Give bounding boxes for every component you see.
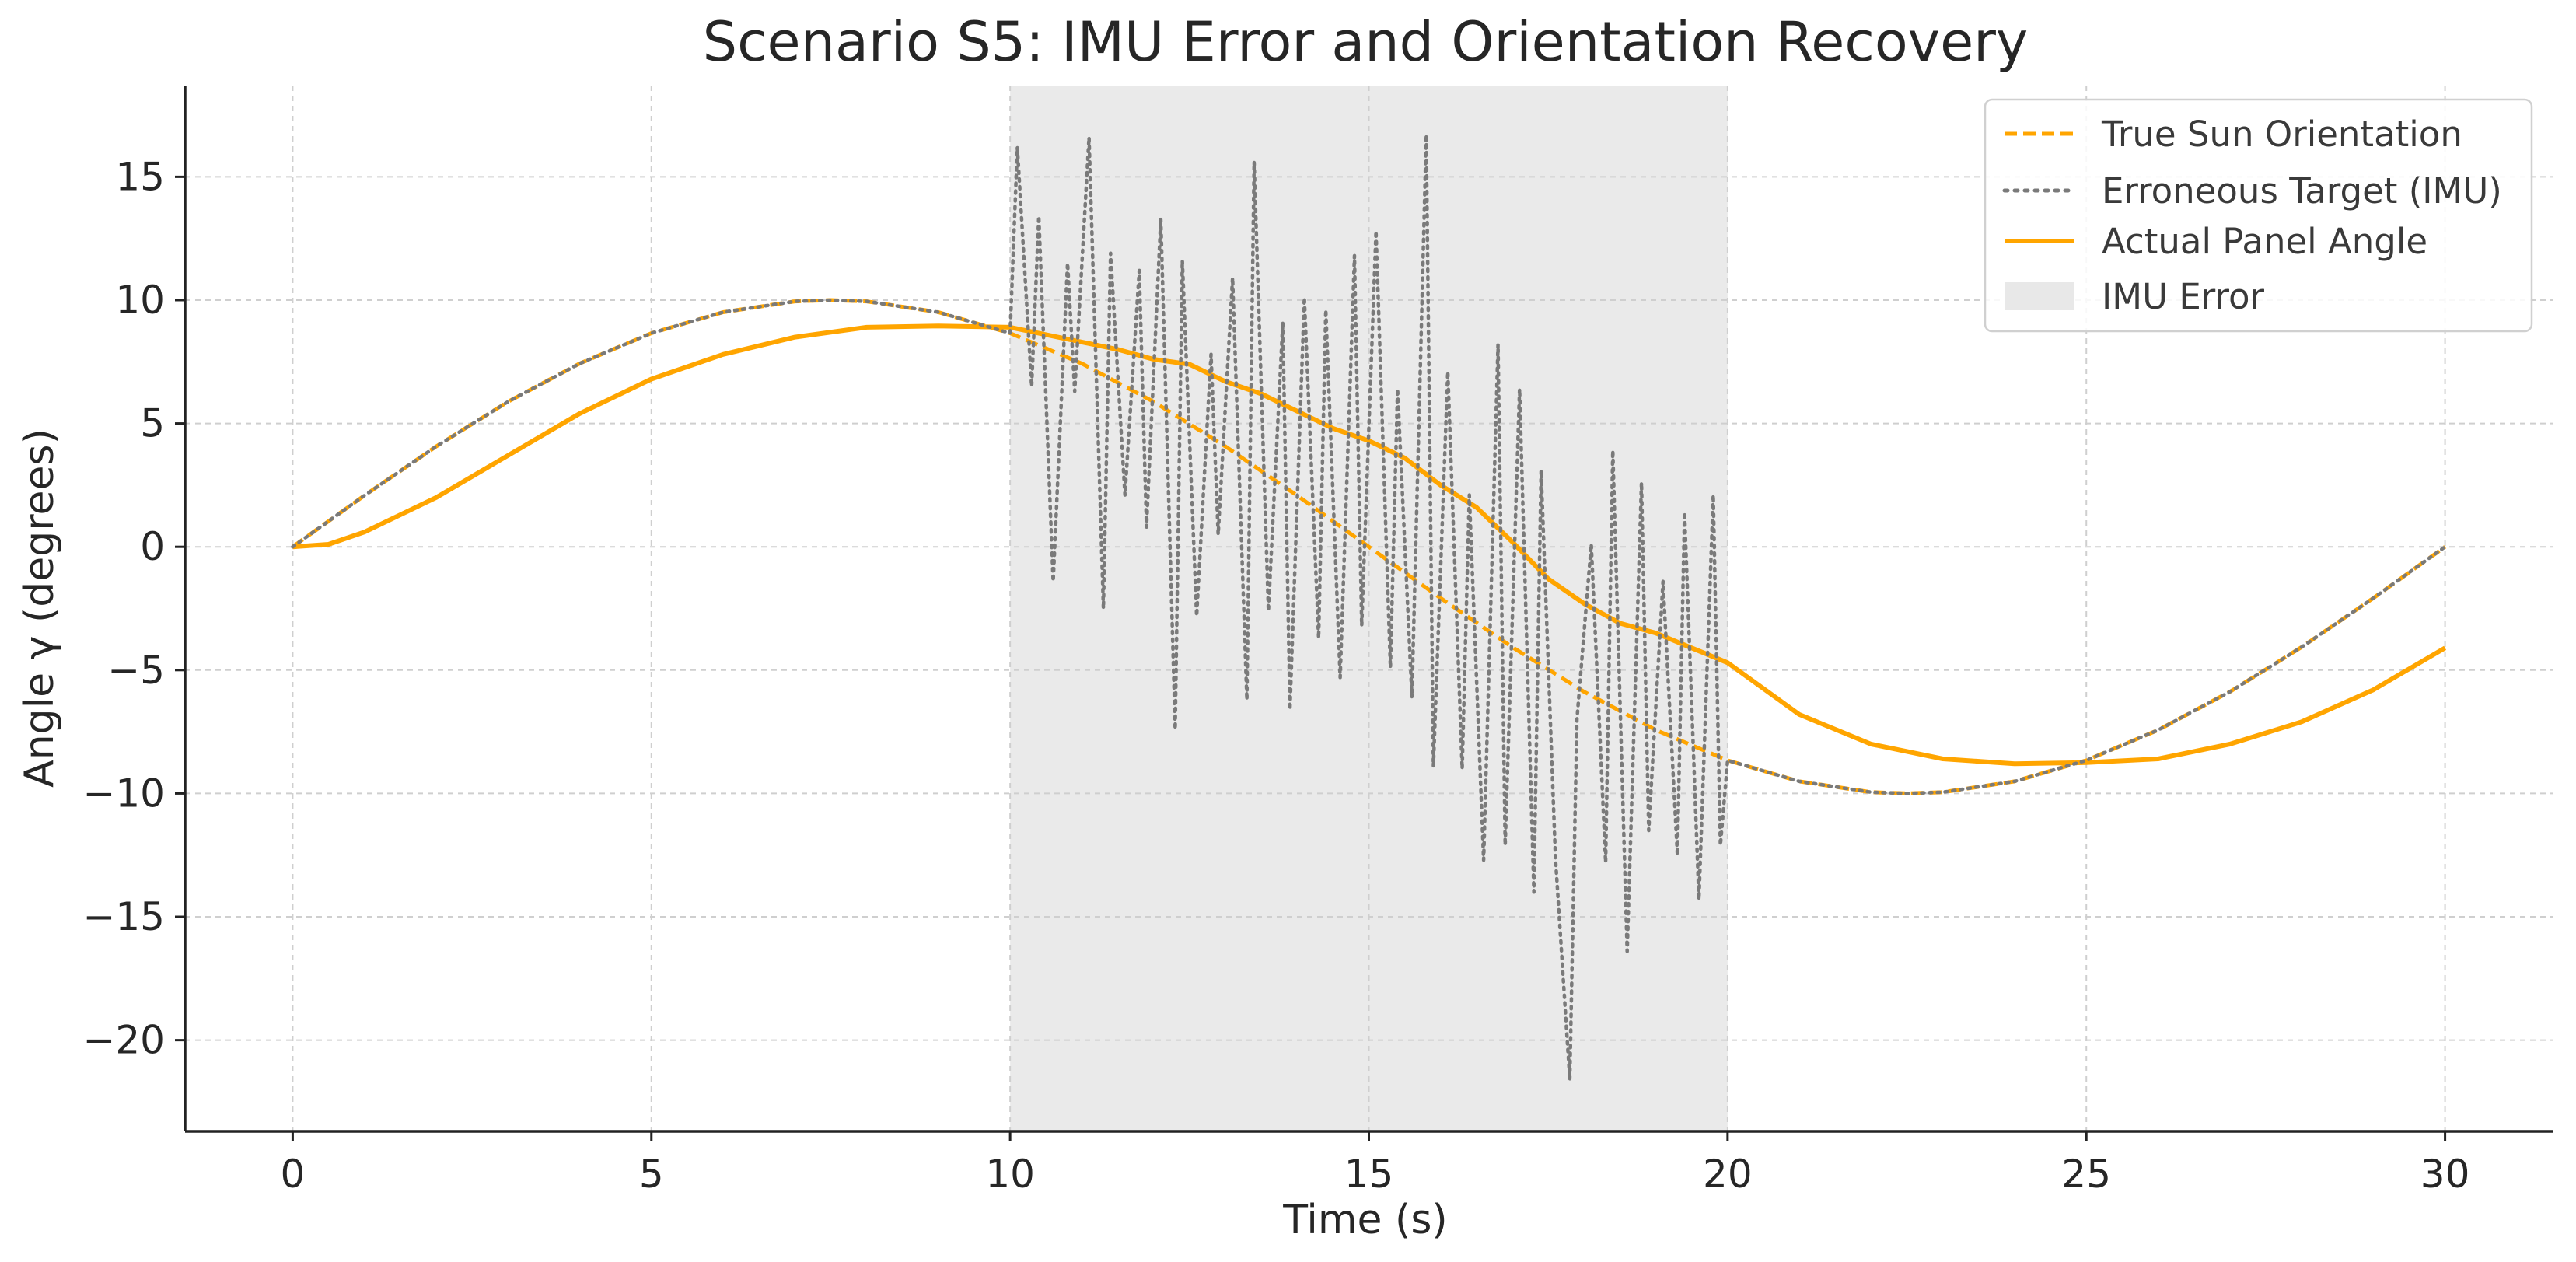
legend: True Sun Orientation Erroneous Target (I… — [1984, 98, 2533, 333]
legend-label-imu-error: IMU Error — [2102, 276, 2265, 317]
y-axis-label: Angle γ (degrees) — [16, 428, 63, 788]
series-line-erroneous-target-imu — [291, 133, 2447, 1082]
y-tick-label: −5 — [107, 648, 165, 693]
series-line-actual-panel-angle — [292, 323, 2447, 767]
y-tick-label: 0 — [140, 524, 165, 569]
x-tick-label: 20 — [1703, 1152, 1753, 1197]
x-tick-label: 15 — [1344, 1152, 1394, 1197]
y-tick-label: 5 — [140, 401, 165, 446]
legend-box — [1984, 98, 2533, 333]
legend-handle-imu-error — [2005, 282, 2074, 310]
chart-title: Scenario S5: IMU Error and Orientation R… — [703, 10, 2029, 74]
y-tick-label: −10 — [82, 771, 165, 816]
series-layer — [291, 133, 2447, 1082]
legend-label-erroneous-target: Erroneous Target (IMU) — [2102, 170, 2502, 211]
legend-label-actual-panel: Actual Panel Angle — [2102, 221, 2427, 262]
legend-label-true-sun: True Sun Orientation — [2101, 114, 2462, 155]
tick-layer: 0 5 10 15 20 25 30 15 10 5 0 −5 −10 −15 −20 — [82, 154, 2469, 1197]
x-tick-label: 30 — [2420, 1152, 2470, 1197]
x-tick-label: 25 — [2061, 1152, 2111, 1197]
x-tick-label: 0 — [281, 1152, 306, 1197]
x-axis-label: Time (s) — [1282, 1197, 1447, 1243]
y-tick-label: −15 — [82, 894, 165, 939]
y-tick-label: 15 — [115, 154, 165, 199]
x-tick-label: 5 — [639, 1152, 664, 1197]
y-tick-label: −20 — [82, 1018, 165, 1063]
x-tick-label: 10 — [985, 1152, 1035, 1197]
y-tick-label: 10 — [115, 278, 165, 323]
